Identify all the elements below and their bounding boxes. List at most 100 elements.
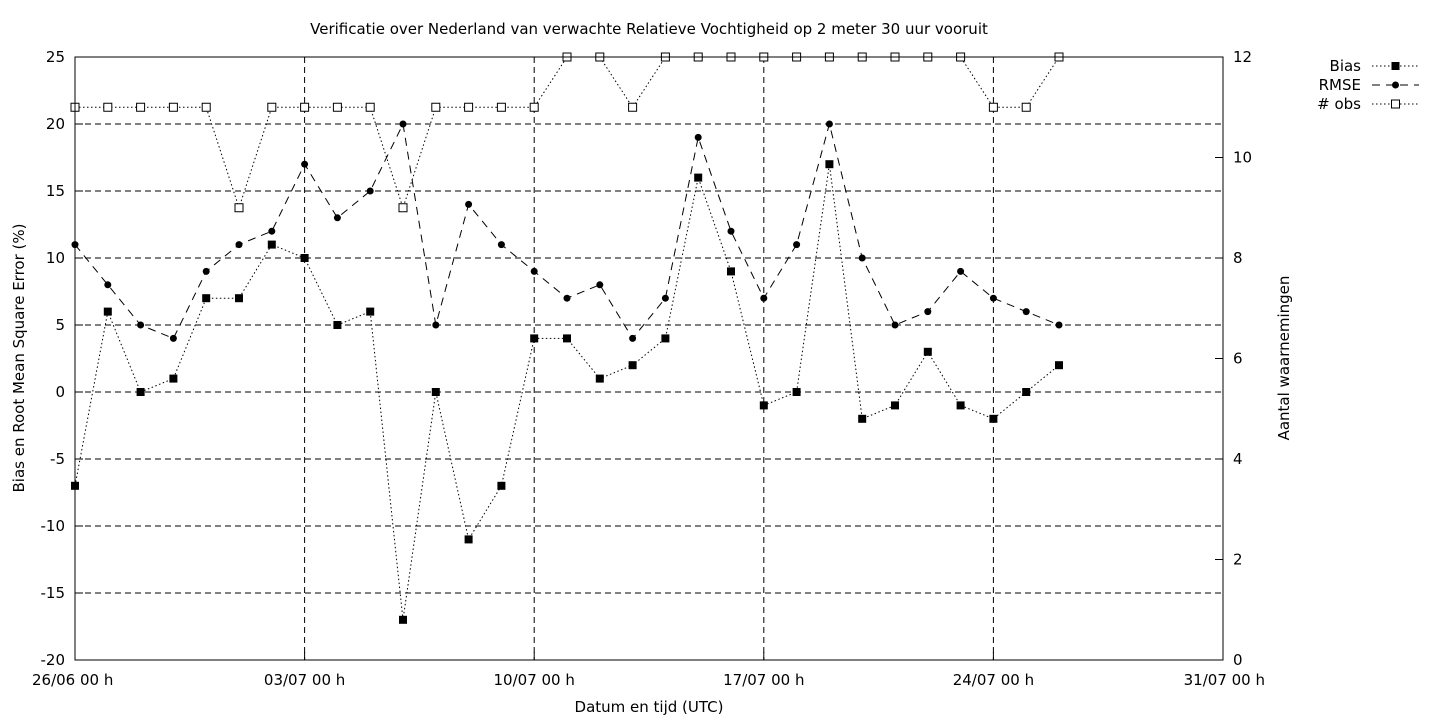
data-point-rmse (104, 281, 112, 289)
data-point-bias (530, 334, 539, 343)
data-point-rmse (432, 321, 440, 329)
y-axis-label: Bias en Root Mean Square Error (%) (10, 224, 28, 493)
data-point-bias (366, 307, 375, 316)
data-point-rmse (629, 334, 637, 342)
legend-label-bias: Bias (1330, 57, 1362, 75)
data-point-rmse (793, 241, 801, 249)
y-tick-label: 15 (46, 182, 65, 200)
data-point-bias (923, 347, 932, 356)
y-tick-label: -20 (41, 651, 66, 669)
data-point-obs (365, 102, 375, 112)
y2-tick-label: 2 (1233, 551, 1243, 569)
series-line-rmse (74, 122, 1060, 340)
data-point-obs (628, 102, 638, 112)
data-point-bias (1055, 361, 1063, 370)
data-point-bias (431, 388, 440, 396)
series-obs (70, 52, 1064, 213)
data-point-bias (333, 321, 342, 329)
series-layer (70, 52, 1064, 624)
legend-label-obs: # obs (1317, 95, 1361, 113)
y-tick-label: -15 (41, 584, 66, 602)
data-point-rmse (497, 241, 505, 249)
data-point-rmse (989, 294, 997, 302)
data-point-obs (300, 102, 310, 112)
y-tick-label: 0 (55, 383, 65, 401)
y2-tick-label: 8 (1233, 249, 1243, 267)
data-point-rmse (760, 294, 768, 302)
data-point-rmse (858, 254, 866, 262)
data-point-obs (136, 102, 146, 112)
data-point-rmse (169, 334, 177, 342)
y-tick-label: -10 (41, 517, 66, 535)
x-tick-label: 10/07 00 h (494, 671, 575, 689)
data-point-rmse (366, 187, 374, 195)
data-point-bias (694, 173, 703, 182)
legend-marker-obs (1391, 99, 1400, 109)
y-tick-label: 5 (55, 316, 65, 334)
data-point-obs (398, 203, 408, 213)
data-point-bias (825, 160, 834, 169)
data-point-bias (103, 307, 112, 316)
data-point-bias (202, 294, 211, 303)
data-point-bias (759, 401, 768, 410)
data-point-bias (661, 334, 670, 343)
data-point-obs (529, 102, 539, 112)
data-point-bias (235, 294, 243, 303)
data-point-bias (891, 401, 899, 410)
legend-marker-rmse (1392, 81, 1399, 89)
data-point-rmse (301, 160, 309, 168)
y-tick-label: 10 (46, 249, 65, 267)
data-point-rmse (694, 133, 702, 141)
data-point-rmse (268, 227, 276, 235)
data-point-obs (201, 102, 211, 112)
data-point-bias (628, 361, 637, 370)
y2-tick-label: 6 (1233, 350, 1243, 368)
y2-axis-label: Aantal waarnemingen (1275, 276, 1293, 441)
data-point-bias (989, 414, 998, 423)
chart-title: Verificatie over Nederland van verwachte… (310, 20, 988, 38)
y2-tick-label: 10 (1233, 149, 1252, 167)
data-point-bias (136, 388, 145, 396)
data-point-rmse (333, 214, 341, 222)
data-point-rmse (957, 267, 965, 275)
data-point-rmse (530, 267, 538, 275)
data-point-bias (399, 615, 407, 624)
y-tick-label: 20 (46, 115, 65, 133)
data-point-obs (988, 102, 998, 112)
data-point-bias (267, 240, 276, 249)
data-point-bias (595, 374, 604, 383)
data-point-obs (234, 203, 244, 213)
x-axis-label: Datum en tijd (UTC) (575, 698, 724, 716)
data-point-bias (727, 267, 735, 276)
data-point-bias (792, 388, 801, 396)
data-point-rmse (202, 267, 210, 275)
x-tick-label: 24/07 00 h (953, 671, 1034, 689)
data-point-obs (267, 102, 277, 112)
data-point-rmse (465, 200, 473, 208)
data-point-rmse (1022, 308, 1030, 316)
data-point-rmse (137, 321, 145, 329)
data-point-obs (431, 102, 441, 112)
data-point-rmse (891, 321, 899, 329)
y2-tick-label: 4 (1233, 450, 1243, 468)
data-point-obs (1021, 102, 1031, 112)
data-point-bias (956, 401, 965, 410)
series-bias (71, 160, 1063, 624)
y-tick-label: 25 (46, 48, 65, 66)
legend-label-rmse: RMSE (1319, 76, 1361, 94)
x-tick-label: 17/07 00 h (723, 671, 804, 689)
series-line-obs (75, 56, 1060, 210)
data-point-bias (497, 481, 506, 490)
data-point-rmse (596, 281, 604, 289)
x-tick-label: 03/07 00 h (264, 671, 345, 689)
data-point-rmse (399, 120, 407, 128)
plot-frame (74, 56, 1224, 661)
x-tick-label: 31/07 00 h (1184, 671, 1265, 689)
data-point-obs (332, 102, 342, 112)
data-point-bias (1022, 388, 1031, 396)
data-point-obs (103, 102, 113, 112)
y2-tick-label: 12 (1233, 48, 1252, 66)
series-rmse (71, 120, 1063, 342)
